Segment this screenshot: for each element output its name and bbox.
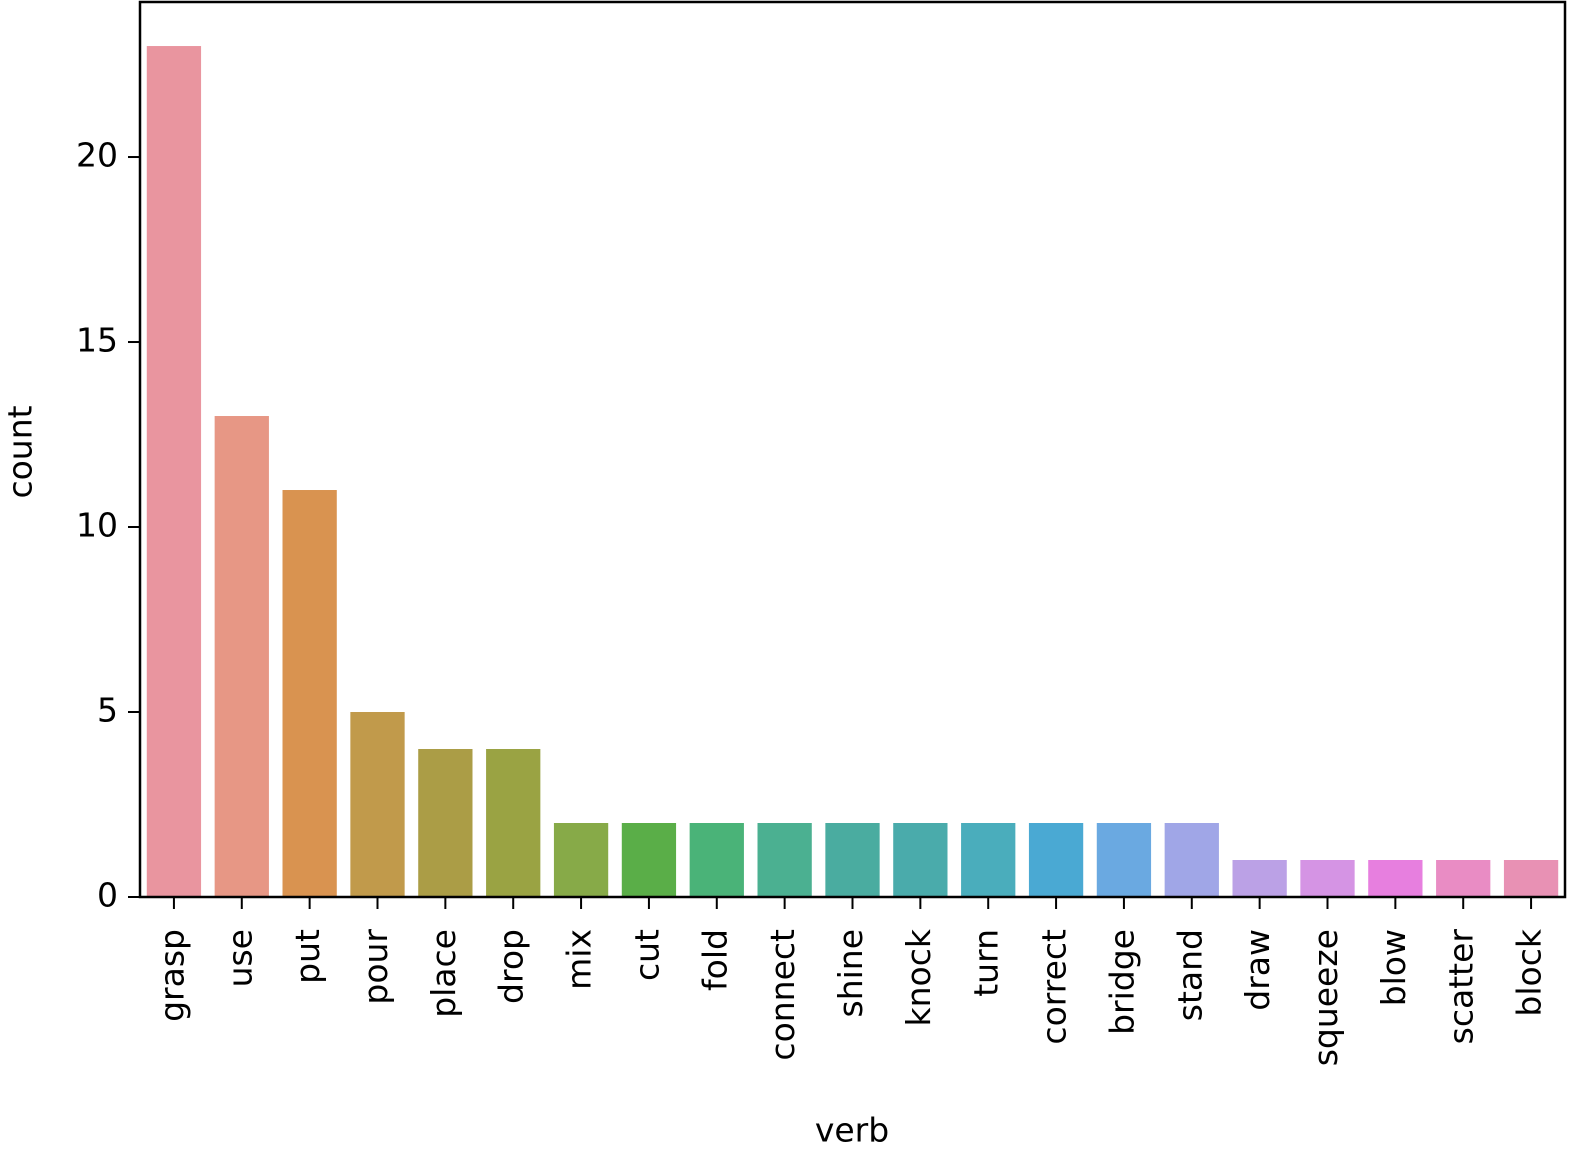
bar xyxy=(553,823,609,897)
x-tick-label: turn xyxy=(967,929,1006,997)
x-tick-label: bridge xyxy=(1102,929,1141,1035)
x-tick-label: shine xyxy=(831,929,870,1018)
x-tick-label: pour xyxy=(356,929,395,1005)
x-tick-label: blow xyxy=(1374,929,1413,1006)
y-axis-label: count xyxy=(1,405,40,498)
bar xyxy=(1436,860,1491,897)
x-tick-label: cut xyxy=(627,929,666,981)
y-tick-label: 20 xyxy=(76,136,118,175)
x-tick-label: mix xyxy=(560,929,599,990)
bar xyxy=(486,749,541,897)
bar xyxy=(961,823,1016,897)
bar xyxy=(1368,860,1423,897)
bar xyxy=(1232,860,1287,897)
x-tick-label: stand xyxy=(1170,929,1209,1021)
bar xyxy=(146,46,202,898)
bar xyxy=(893,823,948,897)
bar xyxy=(1300,860,1355,897)
x-tick-label: squeeze xyxy=(1306,929,1345,1066)
bar xyxy=(214,416,269,897)
x-tick-label: scatter xyxy=(1442,929,1481,1045)
bar xyxy=(1164,823,1219,897)
x-tick-label: put xyxy=(288,929,327,984)
x-tick-label: use xyxy=(220,929,259,987)
x-tick-label: correct xyxy=(1035,929,1074,1045)
bar xyxy=(689,823,744,897)
plot-frame xyxy=(138,0,1567,899)
y-tick-label: 15 xyxy=(76,321,118,360)
y-tick-label: 5 xyxy=(97,691,118,730)
x-tick-label: knock xyxy=(899,928,938,1026)
y-tick-label: 0 xyxy=(97,876,118,915)
bar xyxy=(825,823,880,897)
x-axis-label: verb xyxy=(815,1111,889,1150)
bar xyxy=(282,490,337,897)
x-tick-label: place xyxy=(424,929,463,1018)
bar xyxy=(418,749,473,897)
x-tick-label: connect xyxy=(763,929,802,1061)
x-tick-label: grasp xyxy=(152,929,191,1022)
x-tick-label: draw xyxy=(1238,929,1277,1011)
bar xyxy=(757,823,812,897)
x-tick-label: fold xyxy=(695,929,734,991)
bar xyxy=(1096,823,1152,897)
bar xyxy=(1028,823,1084,897)
x-tick-label: block xyxy=(1510,928,1549,1016)
x-tick-label: drop xyxy=(492,929,531,1004)
bar xyxy=(1503,860,1559,897)
bar xyxy=(350,712,405,897)
y-tick-label: 10 xyxy=(76,506,118,545)
bar xyxy=(621,823,677,897)
